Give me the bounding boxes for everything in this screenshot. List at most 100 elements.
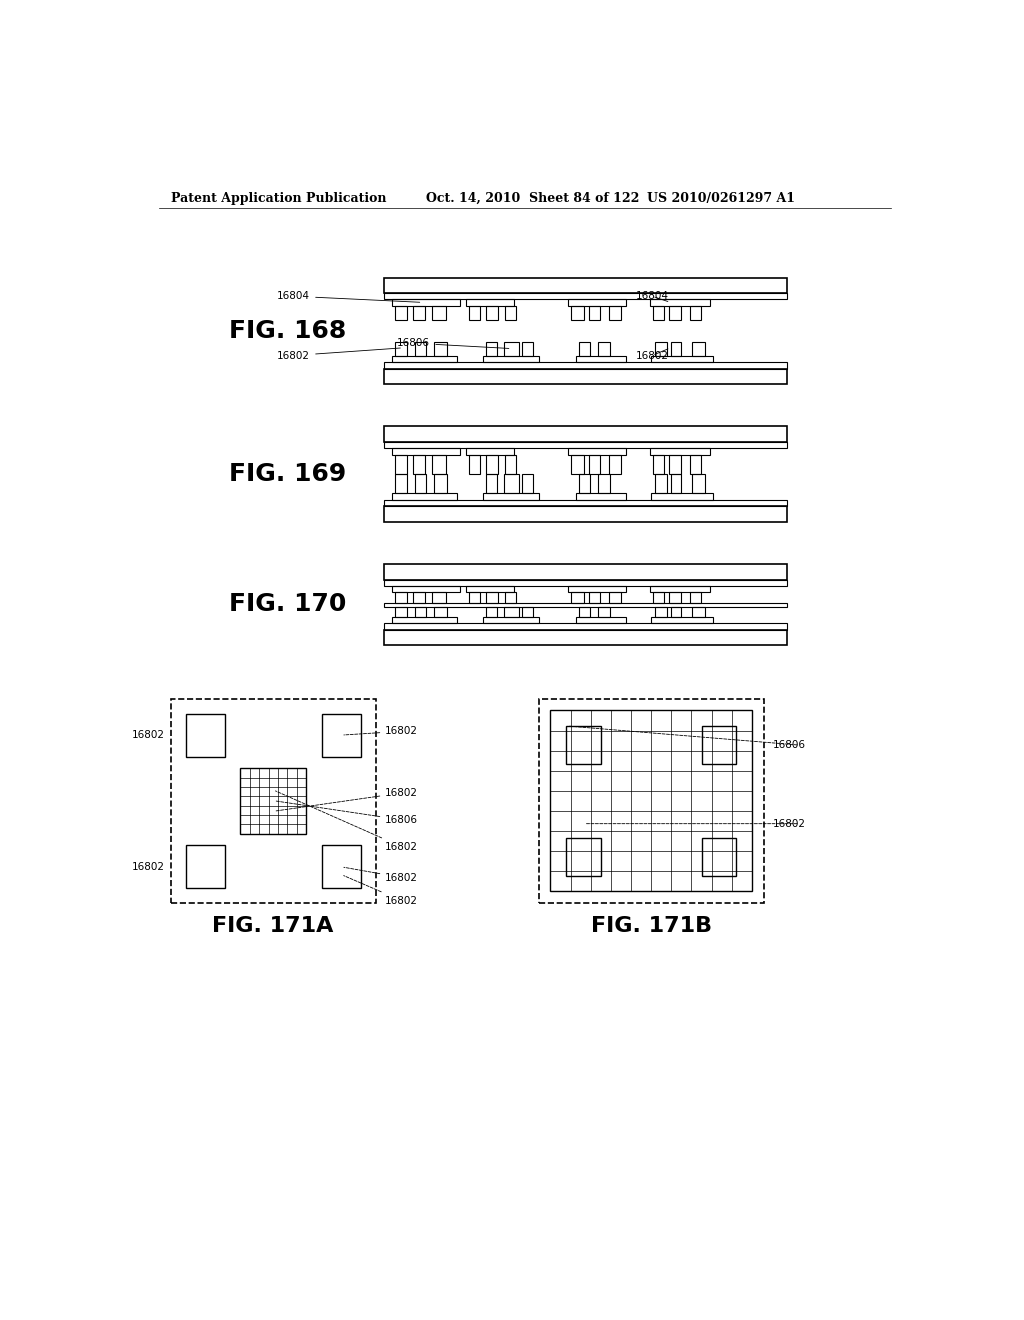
Bar — [391, 447, 460, 455]
Text: 16802: 16802 — [344, 726, 418, 737]
Bar — [394, 306, 407, 321]
Bar — [432, 455, 445, 474]
Bar — [414, 455, 425, 474]
Bar — [415, 342, 426, 355]
Bar — [568, 300, 627, 306]
Bar — [505, 306, 515, 321]
Bar — [504, 474, 519, 494]
Bar — [384, 293, 786, 300]
Bar — [186, 714, 225, 756]
Bar — [566, 726, 601, 764]
Bar — [469, 455, 480, 474]
Text: 16804: 16804 — [278, 292, 420, 302]
Bar — [608, 591, 621, 603]
Bar — [384, 500, 786, 507]
Bar — [486, 342, 497, 355]
Bar — [571, 591, 584, 603]
Bar — [651, 494, 713, 500]
Bar — [504, 607, 519, 618]
Bar — [384, 426, 786, 442]
Bar — [384, 564, 786, 579]
Text: 16802: 16802 — [275, 788, 418, 810]
Bar — [649, 447, 710, 455]
Text: Oct. 14, 2010  Sheet 84 of 122: Oct. 14, 2010 Sheet 84 of 122 — [426, 191, 640, 205]
Bar — [692, 342, 705, 355]
Bar — [415, 474, 426, 494]
Bar — [466, 586, 514, 591]
Bar — [589, 591, 600, 603]
Bar — [655, 342, 667, 355]
Bar — [566, 838, 601, 876]
Bar — [504, 342, 519, 355]
Bar — [186, 845, 225, 887]
Bar — [469, 306, 480, 321]
Bar — [391, 586, 460, 591]
Bar — [384, 579, 786, 586]
Text: 16806: 16806 — [397, 338, 509, 348]
Text: FIG. 171A: FIG. 171A — [212, 916, 334, 936]
Text: FIG. 171B: FIG. 171B — [591, 916, 712, 936]
Text: 16802: 16802 — [131, 730, 165, 741]
Text: 16802: 16802 — [278, 348, 400, 360]
Text: US 2010/0261297 A1: US 2010/0261297 A1 — [647, 191, 796, 205]
Bar — [466, 447, 514, 455]
Bar — [384, 623, 786, 630]
Bar — [649, 586, 710, 591]
Text: FIG. 168: FIG. 168 — [228, 319, 346, 343]
Bar — [669, 591, 681, 603]
Bar — [384, 277, 786, 293]
Text: 16806: 16806 — [275, 801, 418, 825]
Bar — [550, 710, 752, 891]
Text: Patent Application Publication: Patent Application Publication — [171, 191, 386, 205]
Bar — [394, 342, 407, 355]
Bar — [394, 591, 407, 603]
Bar — [394, 607, 407, 618]
Bar — [171, 700, 376, 903]
Bar — [486, 607, 497, 618]
Bar — [241, 768, 306, 834]
Bar — [575, 494, 627, 500]
Bar — [598, 474, 610, 494]
Bar — [671, 474, 681, 494]
Bar — [521, 342, 532, 355]
Bar — [415, 607, 426, 618]
Bar — [391, 618, 458, 623]
Bar — [598, 607, 610, 618]
Bar — [483, 355, 539, 363]
Bar — [432, 591, 445, 603]
Bar — [568, 447, 627, 455]
Bar — [655, 474, 667, 494]
Bar — [649, 300, 710, 306]
Bar — [598, 342, 610, 355]
Bar — [391, 494, 458, 500]
Text: 16802: 16802 — [344, 875, 418, 906]
Bar — [690, 306, 700, 321]
Bar — [434, 607, 446, 618]
Bar — [701, 838, 736, 876]
Bar — [589, 455, 600, 474]
Bar — [414, 591, 425, 603]
Bar — [575, 355, 627, 363]
Bar — [690, 591, 700, 603]
Text: FIG. 169: FIG. 169 — [228, 462, 346, 486]
Bar — [651, 618, 713, 623]
Bar — [384, 603, 786, 607]
Bar — [486, 474, 497, 494]
Bar — [608, 306, 621, 321]
Bar — [608, 455, 621, 474]
Bar — [394, 455, 407, 474]
Bar — [486, 455, 499, 474]
Text: FIG. 170: FIG. 170 — [228, 593, 346, 616]
Bar — [669, 306, 681, 321]
Text: 16802: 16802 — [344, 867, 418, 883]
Bar — [414, 306, 425, 321]
Text: 16804: 16804 — [636, 292, 669, 301]
Bar — [322, 714, 360, 756]
Bar — [692, 474, 705, 494]
Bar — [669, 455, 681, 474]
Bar — [652, 455, 665, 474]
Text: 16802: 16802 — [773, 818, 806, 829]
Bar — [391, 355, 458, 363]
Bar — [469, 591, 480, 603]
Bar — [589, 306, 600, 321]
